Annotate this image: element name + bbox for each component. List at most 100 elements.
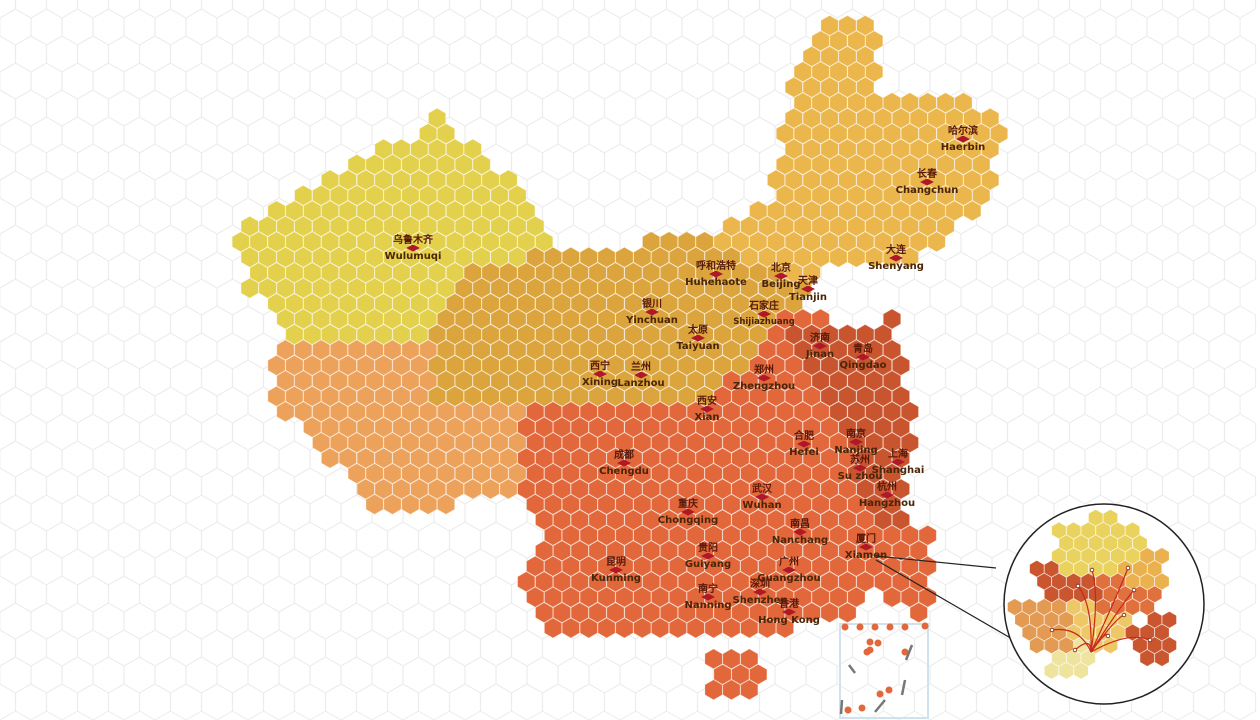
hex-cell-south	[588, 540, 607, 562]
city-nanjing[interactable]: 南京 Nanjing	[834, 429, 877, 456]
city-tianjin[interactable]: 天津 Tianjin	[789, 276, 827, 303]
hex-cell-south	[668, 524, 687, 546]
city-shanghai[interactable]: 上海 Shanghai	[872, 449, 925, 476]
city-chongqing[interactable]: 重庆 Chongqing	[658, 499, 718, 526]
city-xian[interactable]: 西安 Xian	[694, 396, 719, 423]
hex-cell-northwest	[249, 231, 268, 253]
city-changchun[interactable]: 长春 Changchun	[896, 169, 959, 196]
hex-cell-tibet	[508, 463, 527, 484]
hex-cell-central	[508, 277, 527, 299]
city-name-zh: 深圳	[749, 579, 770, 590]
city-name-zh: 昆明	[606, 557, 626, 568]
hex-cell-northeast	[829, 184, 848, 206]
hex-cell-northeast	[900, 184, 919, 206]
hex-cell-south	[535, 571, 554, 593]
hex-cell-south	[900, 524, 919, 546]
city-name-zh: 贵阳	[698, 543, 718, 554]
city-huhehaote[interactable]: 呼和浩特 Huhehaote	[685, 261, 747, 288]
fujian-hex-cells	[1007, 509, 1177, 680]
hex-cell-tibet	[419, 339, 438, 361]
city-kunming[interactable]: 昆明 Kunming	[591, 557, 641, 584]
inset-hex-cell	[1058, 585, 1074, 603]
hex-cell-south	[570, 602, 589, 624]
hex-cell-central	[561, 370, 580, 392]
city-guangzhou[interactable]: 广州 Guangzhou	[757, 557, 820, 584]
hex-cell-northeast	[838, 169, 857, 191]
hex-cell-tibet	[410, 478, 429, 500]
hex-cell-northwest	[490, 184, 509, 206]
hex-cell-south	[882, 524, 902, 546]
city-nanning[interactable]: 南宁 Nanning	[684, 584, 731, 611]
inset-hex-cell	[1147, 585, 1162, 603]
hex-cell-central	[668, 370, 687, 392]
hex-cell-northeast	[963, 169, 982, 191]
city-shenyang[interactable]: 大连 Shenyang	[868, 245, 924, 272]
city-chengdu[interactable]: 成都 Chengdu	[599, 450, 649, 477]
city-su-zhou[interactable]: 苏州 Su zhou	[838, 455, 883, 482]
hex-cell-south	[775, 586, 794, 608]
city-xining[interactable]: 西宁 Xining	[582, 361, 618, 388]
hex-cell-northwest	[436, 123, 456, 145]
city-yinchuan[interactable]: 银川 Yinchuan	[626, 299, 678, 326]
city-nanchang[interactable]: 南昌 Nanchang	[772, 519, 828, 546]
city-hangzhou[interactable]: 杭州 Hangzhou	[858, 482, 916, 509]
city-hefei[interactable]: 合肥 Hefei	[789, 431, 819, 458]
hex-cell-central	[659, 324, 679, 345]
hex-cell-south	[847, 524, 866, 546]
hex-cell-south	[651, 401, 670, 423]
hex-cell-south	[838, 509, 857, 531]
hex-cell-south	[677, 509, 696, 531]
hex-cell-tibet	[508, 432, 527, 454]
hex-cell-south	[731, 509, 750, 531]
city-guiyang[interactable]: 贵阳 Guiyang	[685, 543, 731, 570]
city-name-en: Taiyuan	[676, 340, 720, 352]
city-jinan[interactable]: 济南 Jinan	[806, 333, 834, 360]
city-marker-icon	[616, 459, 631, 467]
hex-cell-central	[570, 293, 589, 315]
hex-cell-south	[811, 524, 830, 546]
city-name-en: Hangzhou	[858, 497, 916, 509]
hex-cell-tibet	[294, 401, 313, 423]
hex-cell-tibet	[445, 416, 465, 438]
hex-cell-northwest	[294, 277, 313, 299]
hex-cell-south	[615, 493, 634, 515]
city-wulumuqi[interactable]: 乌鲁木齐 Wulumuqi	[385, 235, 442, 262]
city-hong-kong[interactable]: 香港 Hong Kong	[758, 599, 820, 626]
hex-cell-northwest	[249, 262, 268, 284]
city-lanzhou[interactable]: 兰州 Lanzhou	[617, 362, 664, 389]
city-shijiazhuang[interactable]: 石家庄 Shijiazhuang	[733, 301, 795, 326]
hex-cell-south	[749, 354, 768, 376]
city-haerbin[interactable]: 哈尔滨 Haerbin	[941, 126, 986, 153]
hex-cell-northeast	[936, 154, 955, 175]
hex-cell-northeast	[874, 200, 893, 222]
hex-cell-northeast	[865, 92, 884, 114]
city-wuhan[interactable]: 武汉 Wuhan	[742, 484, 781, 511]
hex-cell-northeast	[820, 169, 839, 191]
city-qingdao[interactable]: 青岛 Qingdao	[840, 344, 887, 371]
inset-hex-cell	[1051, 598, 1067, 616]
hex-cell-central	[561, 277, 580, 299]
hex-cell-south	[775, 524, 794, 546]
hex-cell-northwest	[312, 308, 331, 330]
hex-cell-northeast	[909, 169, 928, 191]
hex-cell-south	[642, 571, 661, 593]
city-xiamen[interactable]: 厦门 Xiamen	[845, 534, 887, 561]
city-shenzhen[interactable]: 深圳 Shenzhen	[732, 579, 787, 606]
inset-hex-cell	[1154, 572, 1170, 591]
city-name-zh: 西宁	[590, 361, 610, 372]
hex-cell-central	[526, 308, 545, 330]
hex-cell-northeast	[927, 200, 946, 222]
hex-cell-south	[802, 509, 821, 531]
hex-cell-south	[651, 463, 670, 484]
city-beijing[interactable]: 北京 Beijing	[762, 263, 801, 290]
hex-cell-east	[811, 370, 830, 392]
city-taiyuan[interactable]: 太原 Taiyuan	[676, 325, 720, 352]
hex-cell-tibet	[410, 354, 429, 376]
hex-cell-northwest	[365, 184, 384, 206]
city-name-zh: 乌鲁木齐	[392, 235, 433, 246]
hex-cell-northwest	[410, 324, 429, 345]
island-dot	[901, 623, 909, 631]
hex-cell-central	[535, 293, 554, 315]
city-zhengzhou[interactable]: 郑州 Zhengzhou	[733, 365, 795, 392]
hex-cell-south	[677, 602, 696, 624]
